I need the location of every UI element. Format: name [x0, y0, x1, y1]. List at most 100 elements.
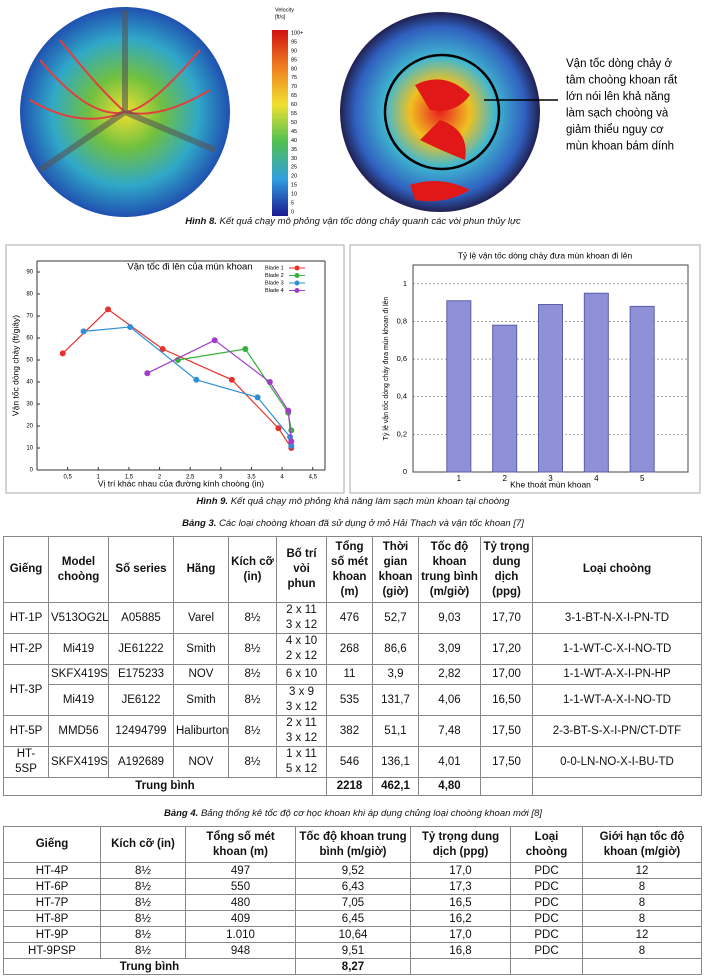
legend-label: Blade 4	[265, 288, 284, 294]
cell: 535	[326, 684, 373, 716]
point	[285, 407, 292, 414]
colorbar-label: 100+	[291, 30, 303, 36]
cell: 3,9	[372, 664, 419, 685]
cell: 480	[185, 894, 296, 911]
point	[193, 376, 200, 383]
header-cell: Loại choòng	[510, 826, 583, 863]
cell: 8½	[228, 602, 277, 634]
cell: 0-0-LN-NO-X-I-BU-TD	[532, 746, 702, 778]
cell: V513OG2L	[48, 602, 109, 634]
annotation-line: lớn nói lên khả năng	[566, 91, 670, 103]
row: HT-5SP SKFX419S A192689 NOV 8½ 1 x 11 5 x 12 5…	[3, 746, 702, 778]
header-cell: Model choòng	[48, 536, 109, 603]
cell: HT-8P	[3, 910, 101, 927]
cell: 16,2	[410, 910, 511, 927]
row: HT-3P SKFX419S E175233 NOV 8½ 6 x 10 11 3,9 2,82…	[3, 664, 702, 716]
cell: 12494799	[108, 715, 174, 747]
header-cell: Thời gian khoan (giờ)	[372, 536, 419, 603]
colorbar-label: 20	[291, 174, 297, 180]
row: HT-8P 8½ 409 6,45 16,2 PDC 8	[3, 910, 702, 927]
point	[59, 350, 66, 357]
cell: 8½	[228, 684, 277, 716]
cell: NOV	[173, 746, 229, 778]
colorbar-label: 15	[291, 183, 297, 189]
cell: JE6122	[108, 684, 174, 716]
bar	[629, 305, 655, 473]
cell: 9,51	[295, 942, 411, 959]
cell: HT-1P	[3, 602, 49, 634]
cell: PDC	[510, 894, 583, 911]
caption-text: Các loại choòng khoan đã sử dụng ở mỏ Hả…	[219, 518, 524, 529]
bar	[492, 324, 518, 473]
row: HT-7P 8½ 480 7,05 16,5 PDC 8	[3, 894, 702, 911]
legend-marker	[294, 273, 300, 278]
cell: E175233	[108, 664, 174, 685]
x-tick-label: 1	[457, 474, 462, 483]
cell: 3-1-BT-N-X-I-PN-TD	[532, 602, 702, 634]
y-tick-label: 0	[403, 467, 407, 476]
cell: PDC	[510, 878, 583, 895]
row: HT-1P V513OG2L A05885 Varel 8½ 2 x 11 3 x 12 4…	[3, 602, 702, 634]
cell: 497	[185, 862, 296, 879]
x-tick-label: 4	[594, 474, 599, 483]
header-cell: Tỷ trọng dung dịch (ppg)	[410, 826, 511, 863]
bar	[538, 304, 563, 473]
header-cell: Tốc độ khoan trung bình (m/giờ)	[295, 826, 411, 863]
header-cell: Số series	[108, 536, 174, 603]
cell: 17,70	[480, 602, 533, 634]
figure-caption: Hình 8. Kết quả chạy mô phỏng vận tốc dò…	[0, 216, 706, 227]
row: HT-6P 8½ 550 6,43 17,3 PDC 8	[3, 878, 702, 895]
table: Giếng Model choòng Số series Hãng Kích cỡ (i…	[3, 536, 702, 796]
cell: 9,52	[295, 862, 411, 879]
cell: 8	[582, 878, 702, 895]
legend-title: Velocity	[275, 7, 294, 13]
cell: HT-5SP	[3, 746, 49, 778]
y-tick-label: 0,8	[397, 316, 407, 325]
colorbar-label: 75	[291, 75, 297, 81]
point	[159, 346, 166, 352]
legend-label: Blade 3	[265, 280, 284, 286]
table-caption: Bảng 3. Các loại choòng khoan đã sử dụng…	[0, 518, 706, 529]
header-cell: Kích cỡ (in)	[228, 536, 277, 603]
highlight-ring	[383, 53, 501, 171]
footer-label: Trung bình	[3, 777, 327, 796]
header-row: Giếng Model choòng Số series Hãng Kích cỡ (i…	[3, 536, 702, 603]
caption-label: Bảng 3.	[182, 518, 217, 529]
caption-text: Kết quả chạy mô phỏng vận tốc dòng chảy …	[219, 216, 521, 227]
x-axis-label: Vị trí khác nhau của đường kính choòng (…	[98, 478, 264, 488]
empty-cell	[480, 777, 533, 796]
footer-value: 4,80	[418, 777, 481, 796]
cell: 17,50	[480, 746, 533, 778]
x-tick-label: 1,5	[125, 475, 134, 481]
x-tick-label: 2	[502, 474, 507, 483]
colorbar-label: 5	[291, 201, 294, 207]
cell: 7,05	[295, 894, 411, 911]
row: HT-9PSP 8½ 948 9,51 16,8 PDC 8	[3, 942, 702, 959]
cell: 7,48	[418, 715, 481, 747]
legend-marker	[294, 265, 300, 271]
cell: 8½	[100, 926, 186, 943]
cell: MMD56	[48, 715, 109, 747]
cell: 4 x 10 2 x 12	[276, 633, 327, 665]
cell: HT-4P	[3, 862, 101, 879]
chart-frame	[5, 244, 345, 494]
colorbar-label: 45	[291, 129, 297, 135]
chart-frame	[349, 244, 701, 494]
point	[288, 427, 295, 434]
caption-label: Bảng 4.	[163, 808, 199, 819]
cell: 8	[582, 894, 702, 911]
colorbar	[272, 30, 288, 216]
colorbar-label: 90	[291, 48, 297, 54]
cell: 1-1-WT-A-X-I-PN-HP	[532, 664, 702, 685]
cell: 268	[326, 633, 373, 665]
x-tick-label: 2,5	[186, 475, 195, 481]
point	[275, 425, 282, 432]
cell: 3 x 9 3 x 12	[276, 684, 327, 716]
cell: 2-3-BT-S-X-I-PN/CT-DTF	[532, 715, 702, 747]
empty-cell	[410, 958, 511, 975]
legend-unit: [ft/s]	[275, 14, 286, 20]
footer-value: 8,27	[295, 958, 411, 975]
cell: 476	[326, 602, 373, 634]
cell: 86,6	[372, 633, 419, 665]
header-cell: Tổng số mét khoan (m)	[185, 826, 296, 863]
